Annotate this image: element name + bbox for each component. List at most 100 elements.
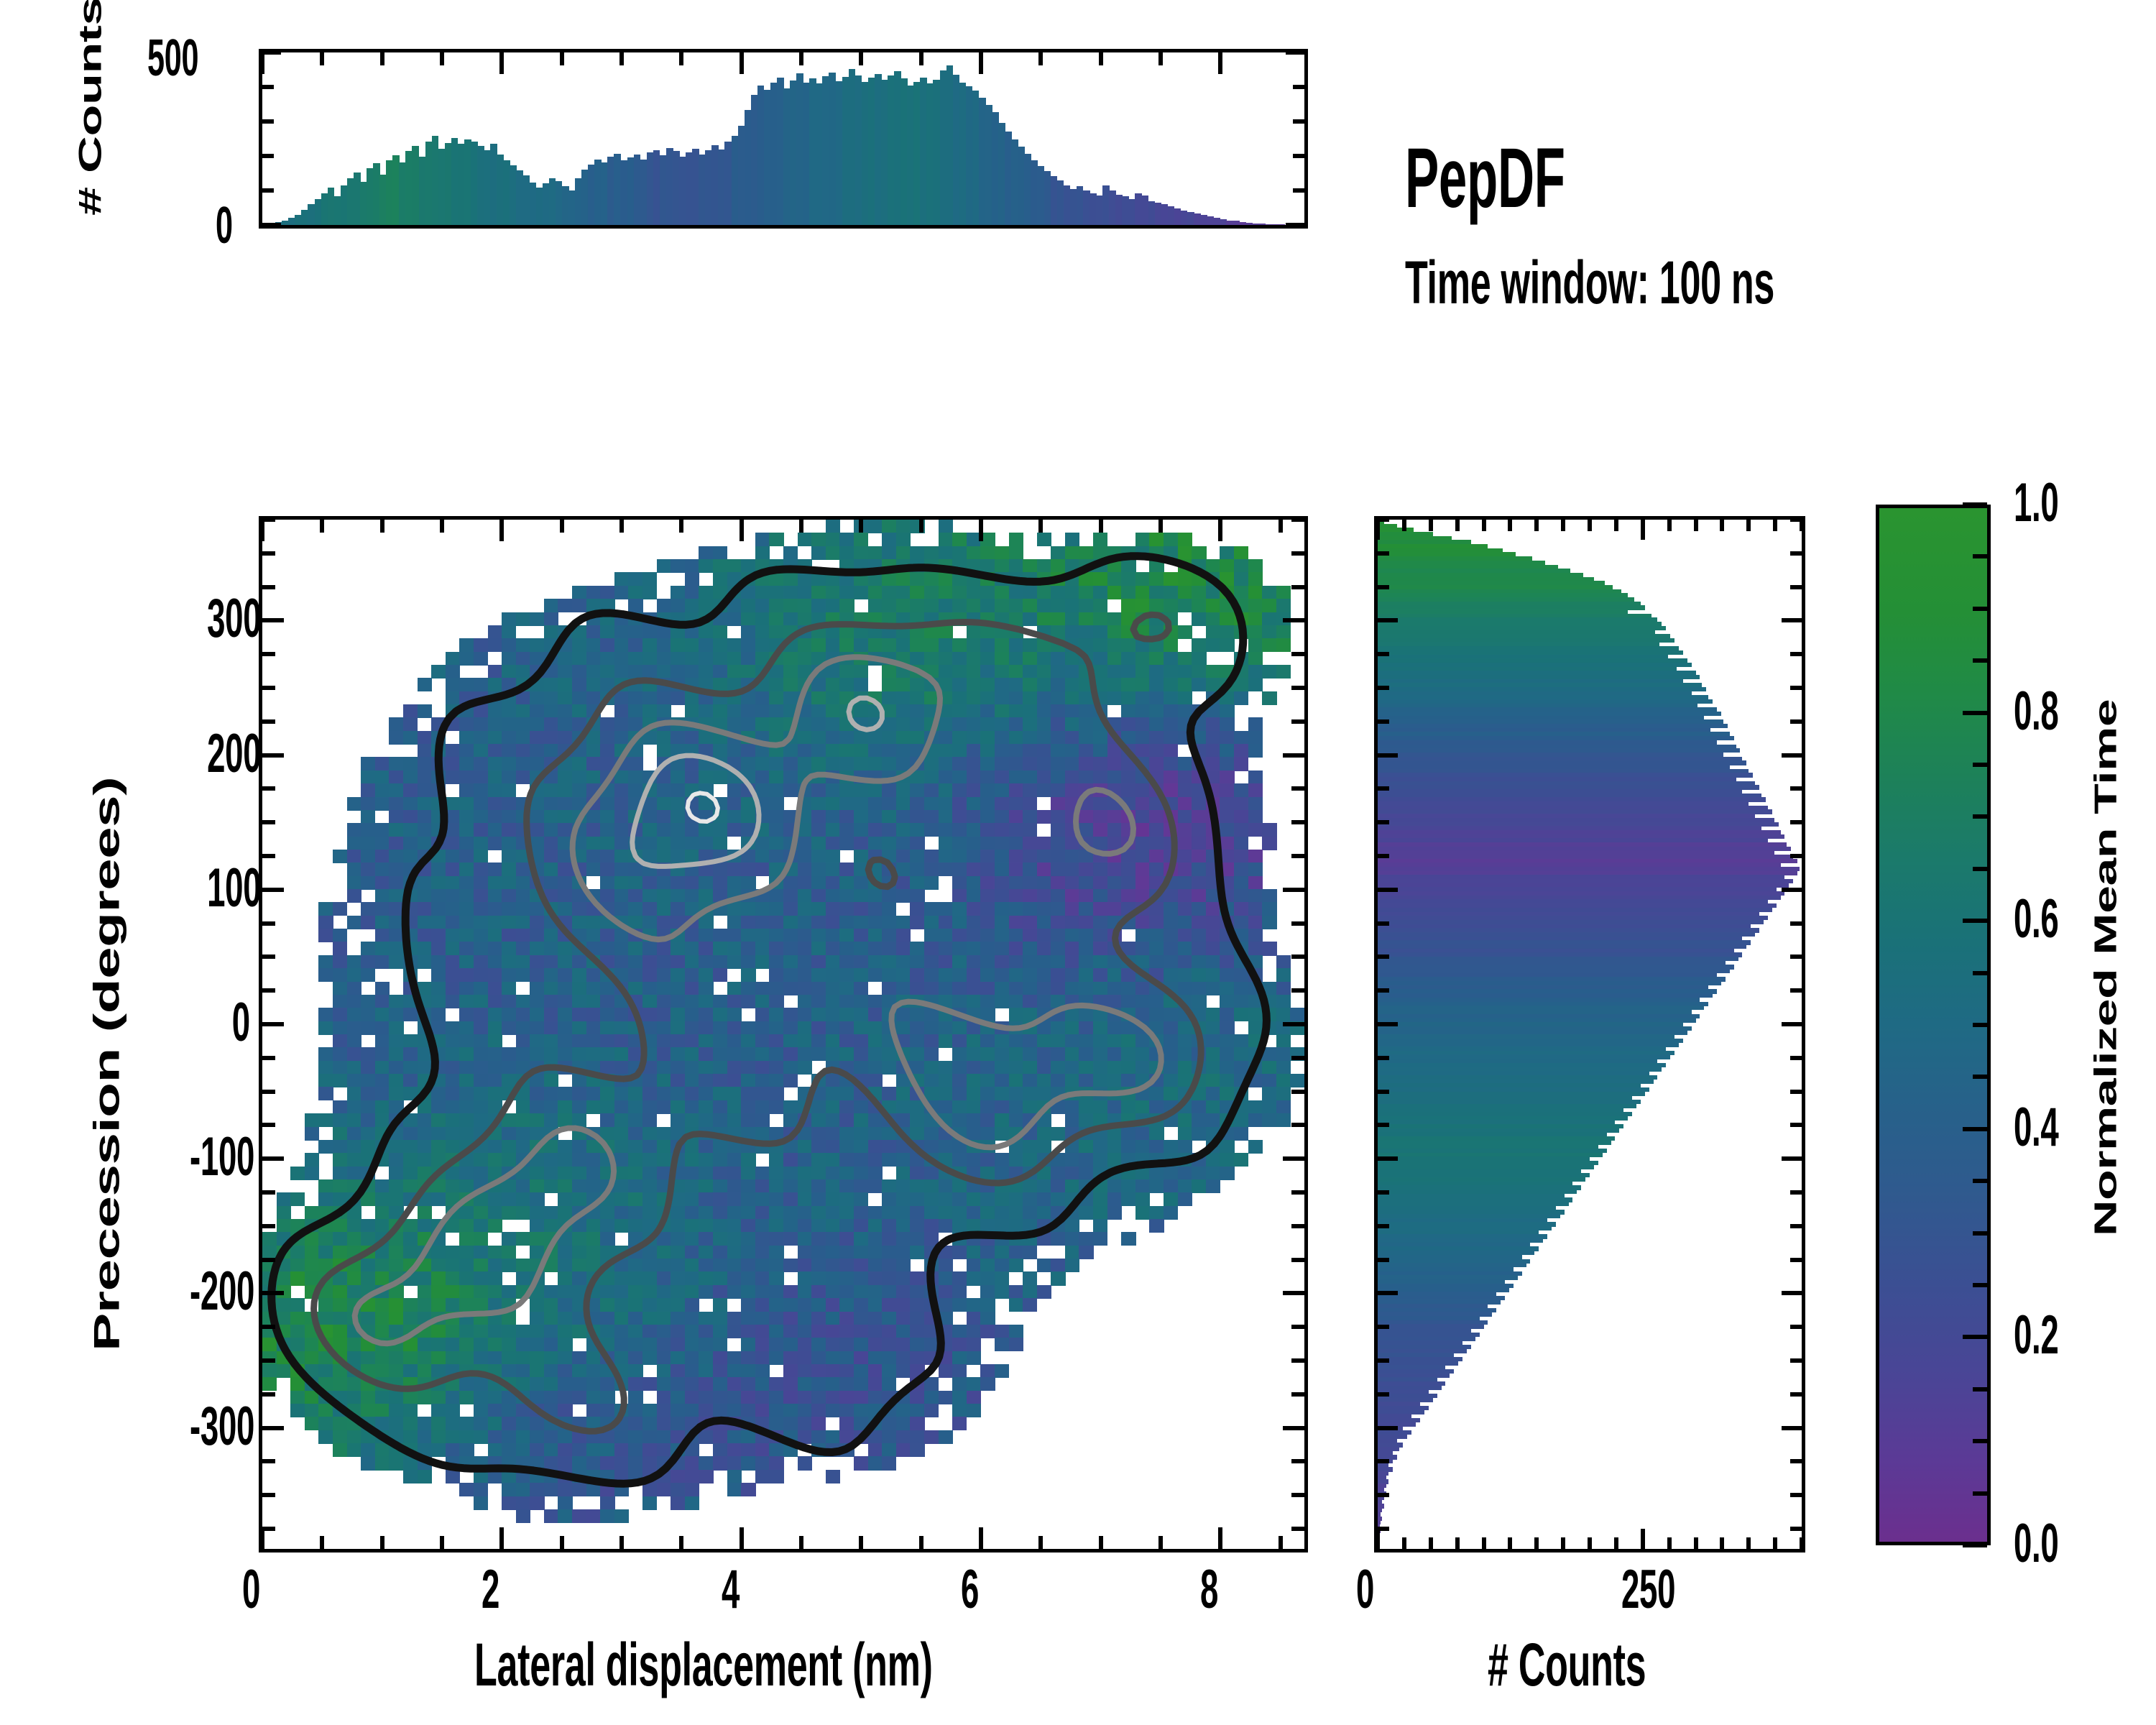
heatmap-cell [755,638,770,653]
right-panel-ytick-mark [1378,753,1398,758]
main-ytick-mark [1291,685,1304,690]
right-panel-xtick-mark [1508,1537,1513,1549]
heatmap-cell [727,638,742,653]
colorbar-tick-label: 0.0 [2014,1513,2059,1574]
heatmap-cell [572,638,587,653]
heatmap-cell [910,585,925,599]
main-ytick-label: 300 [207,588,262,650]
main-ytick-mark [262,820,275,825]
colorbar [1876,505,1991,1545]
right-panel-xlabel: # Counts [1488,1631,1646,1698]
main-ytick-mark [1291,1392,1304,1397]
heatmap-cell [797,612,812,626]
heatmap-cell [853,638,869,653]
right-panel-ytick-mark [1782,1156,1802,1162]
heatmap-cell [980,638,995,653]
right-panel-xtick-mark [1667,1537,1672,1549]
heatmap-cell [1276,585,1291,599]
right-panel-ytick-mark [1782,1021,1802,1026]
heatmap-cell [656,559,671,574]
heatmap-cell [910,572,925,586]
heatmap-cell [882,585,897,599]
heatmap-cell [797,638,812,653]
right-panel-xtick-mark [1640,520,1645,540]
right-panel-ytick-mark [1378,551,1389,556]
heatmap-cell [586,638,601,653]
main-ytick-label: 100 [207,857,262,919]
right-panel-xtick-mark [1640,1529,1645,1549]
top-histogram-bar [1050,175,1058,225]
heatmap-cell [923,625,939,639]
heatmap-cell [1023,559,1038,574]
top-histogram-bar [548,178,556,225]
heatmap-cell [994,599,1010,613]
main-xtick-mark [979,1527,983,1549]
heatmap-cell [811,533,826,547]
main-xtick-mark [1218,1527,1223,1549]
right-panel-ytick-mark [1790,1257,1802,1262]
main-ytick-mark [1291,1459,1304,1464]
main-xtick-mark [859,520,864,533]
heatmap-cell [713,546,728,560]
top-panel-ytick-0: 0 [216,197,233,254]
top-histogram-bar [1096,196,1103,225]
right-panel-xtick-mark [1378,520,1380,540]
heatmap-cell [966,533,981,547]
top-histogram-bar [679,156,686,225]
main-xtick-mark [619,520,624,533]
right-panel-ytick-mark [1790,1459,1802,1464]
heatmap-cell [797,572,812,586]
heatmap-cell [628,599,643,613]
heatmap-cell [1079,572,1094,586]
top-histogram-bar [900,78,908,225]
top-histogram-bar [1207,216,1214,225]
right-panel-xtick-mark [1800,1537,1802,1549]
top-histogram-bar [770,82,778,225]
right-panel-xtick-mark [1455,1537,1460,1549]
heatmap-cell [1248,559,1263,574]
main-xtick-mark [1218,520,1223,541]
heatmap-cell [699,625,714,639]
heatmap-cell [656,638,671,653]
heatmap-cell [699,559,714,574]
heatmap-cell [1008,599,1023,613]
top-marginal-histogram-panel [259,49,1308,229]
main-ytick-mark [262,786,275,791]
top-histogram-bar [444,143,452,225]
main-xtick-mark [320,520,325,533]
top-histogram-bar [888,75,895,225]
right-panel-xtick-mark [1401,520,1406,531]
top-panel-xtick-mark [739,52,744,74]
top-histogram-bar [367,167,374,225]
colorbar-tick-label: 0.6 [2014,888,2059,950]
right-panel-ytick-mark [1790,786,1802,791]
right-panel-ytick-mark [1790,685,1802,690]
main-ytick-mark [262,1123,275,1128]
main-xtick-mark [1098,1536,1103,1549]
heatmap-cell [755,585,770,599]
main-ytick-mark [1291,786,1304,791]
main-xtick-mark [440,520,444,533]
top-histogram-bar [750,95,758,225]
top-histogram-bar [288,217,295,225]
heatmap-cell [783,612,798,626]
top-histogram-bar [588,165,595,225]
top-histogram-bar [1102,185,1110,225]
heatmap-cell [1107,612,1122,626]
heatmap-cell [980,625,995,639]
heatmap-cell [867,585,883,599]
heatmap-cell [684,559,700,574]
heatmap-cell [1177,546,1192,560]
top-histogram-bar [946,65,954,225]
heatmap-cell [952,638,967,653]
heatmap-cell [1008,559,1023,574]
heatmap-cell [938,625,953,639]
heatmap-cell [980,533,995,547]
top-histogram-bar [992,112,999,225]
heatmap-cell [1121,612,1136,626]
heatmap-cell [1149,585,1164,599]
top-histogram-bar [692,148,699,225]
right-panel-xtick-mark [1613,1537,1618,1549]
top-panel-xtick-mark [979,52,983,74]
right-panel-xtick-label: 0 [1356,1559,1375,1620]
